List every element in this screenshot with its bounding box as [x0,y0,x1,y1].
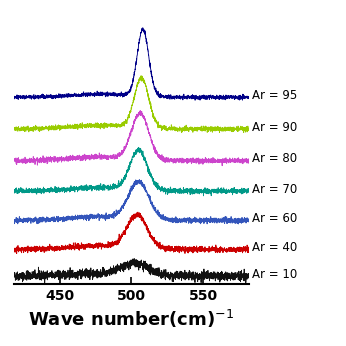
X-axis label: Wave number(cm)$^{-1}$: Wave number(cm)$^{-1}$ [28,308,235,330]
Text: Ar = 70: Ar = 70 [252,183,297,196]
Text: Ar = 40: Ar = 40 [252,241,297,254]
Text: Ar = 60: Ar = 60 [252,212,297,225]
Text: Ar = 10: Ar = 10 [252,268,297,281]
Text: Ar = 95: Ar = 95 [252,89,297,102]
Text: Ar = 80: Ar = 80 [252,152,297,165]
Text: Ar = 90: Ar = 90 [252,121,297,134]
